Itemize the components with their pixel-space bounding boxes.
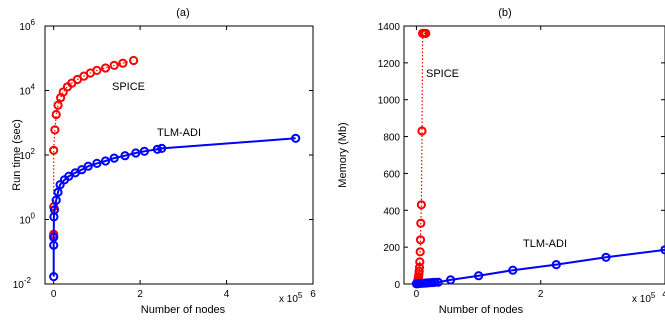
- y-tick-label: 200: [383, 243, 400, 254]
- data-point-spice: [129, 55, 139, 66]
- data-point-spice: [92, 65, 102, 76]
- subplot-b-ylabel: Memory (Mb): [337, 122, 349, 187]
- data-point-tlm-adi: [508, 265, 518, 275]
- subplot-a-title: (a): [176, 7, 189, 19]
- x-tick-label: 2: [137, 289, 143, 300]
- data-point-tlm-adi: [157, 143, 167, 153]
- subplot-b-x-multiplier: x 105: [632, 291, 656, 305]
- subplot-a-x-multiplier: x 105: [279, 291, 303, 305]
- x-tick-label: 4: [662, 289, 665, 300]
- data-point-spice: [415, 257, 425, 267]
- data-point-tlm-adi: [120, 151, 130, 161]
- data-point-tlm-adi: [291, 133, 301, 143]
- subplot-b-xlabel: Number of nodes: [439, 304, 524, 316]
- data-point-spice: [421, 28, 431, 39]
- data-point-tlm-adi: [49, 205, 60, 215]
- y-tick-label: 106: [19, 18, 35, 33]
- data-point-spice: [53, 100, 63, 110]
- y-tick-label: 400: [383, 206, 400, 217]
- y-tick-label: 102: [19, 147, 35, 162]
- data-point-spice: [415, 235, 426, 245]
- y-tick-label: 100: [19, 212, 35, 227]
- y-tick-label: 1000: [378, 96, 401, 107]
- data-point-spice: [50, 125, 60, 135]
- data-point-spice: [415, 247, 425, 257]
- annotation-tlm-adi: TLM-ADI: [157, 127, 201, 139]
- x-tick-label: 6: [310, 289, 316, 300]
- y-tick-label: 600: [383, 169, 400, 180]
- data-point-spice: [49, 145, 59, 155]
- y-tick-label: 10-2: [13, 276, 32, 291]
- subplot-a-ylabel: Run time (sec): [11, 119, 23, 191]
- y-tick-label: 1200: [378, 59, 401, 70]
- x-tick-label: 2: [538, 289, 544, 300]
- data-point-spice: [109, 60, 119, 71]
- data-point-tlm-adi: [660, 245, 665, 255]
- data-point-tlm-adi: [92, 158, 102, 168]
- x-tick-label: 0: [414, 289, 420, 300]
- data-point-spice: [118, 58, 128, 68]
- data-point-spice: [51, 109, 61, 120]
- data-point-spice: [100, 63, 111, 73]
- subplot-a-axes-box: [44, 25, 314, 285]
- data-point-tlm-adi: [474, 271, 484, 281]
- x-tick-label: 4: [224, 289, 230, 300]
- data-point-spice: [414, 262, 425, 272]
- data-point-tlm-adi: [100, 156, 111, 166]
- series-line-tlm-adi: [52, 137, 296, 277]
- data-point-tlm-adi: [446, 275, 456, 285]
- data-point-spice: [416, 218, 426, 228]
- data-point-tlm-adi: [83, 161, 93, 171]
- data-point-tlm-adi: [551, 260, 561, 270]
- data-point-tlm-adi: [433, 277, 443, 287]
- y-tick-label: 104: [19, 83, 35, 98]
- subplot-b-title: (b): [498, 7, 511, 19]
- data-point-tlm-adi: [109, 153, 119, 163]
- x-tick-label: 0: [51, 289, 57, 300]
- data-point-tlm-adi: [49, 272, 59, 282]
- annotation-tlm-adi: TLM-ADI: [523, 238, 567, 250]
- data-point-spice: [414, 266, 424, 276]
- data-point-tlm-adi: [152, 144, 162, 154]
- y-tick-label: 800: [383, 133, 400, 144]
- annotation-spice: SPICE: [112, 81, 145, 93]
- series-line-spice: [416, 32, 426, 284]
- y-tick-label: 1400: [378, 22, 401, 33]
- data-point-tlm-adi: [430, 277, 440, 287]
- data-point-tlm-adi: [49, 232, 59, 242]
- data-point-tlm-adi: [131, 148, 141, 158]
- data-point-tlm-adi: [51, 195, 61, 205]
- y-tick-label: 0: [394, 280, 400, 291]
- data-point-tlm-adi: [601, 252, 611, 262]
- data-point-spice: [416, 200, 426, 210]
- subplot-b: (b) 0 200 400 600 800 1000 1200 1400 0 2 4 Memory…: [337, 7, 665, 316]
- subplot-a-xlabel: Number of nodes: [141, 304, 226, 316]
- subplot-b-axes-box: [403, 25, 665, 285]
- annotation-spice: SPICE: [426, 68, 459, 80]
- data-point-spice: [417, 126, 427, 136]
- data-point-tlm-adi: [139, 146, 149, 156]
- subplot-a: (a) 10-2 100 102 104 106 0 2 4 6 Run time (sec)…: [11, 7, 316, 316]
